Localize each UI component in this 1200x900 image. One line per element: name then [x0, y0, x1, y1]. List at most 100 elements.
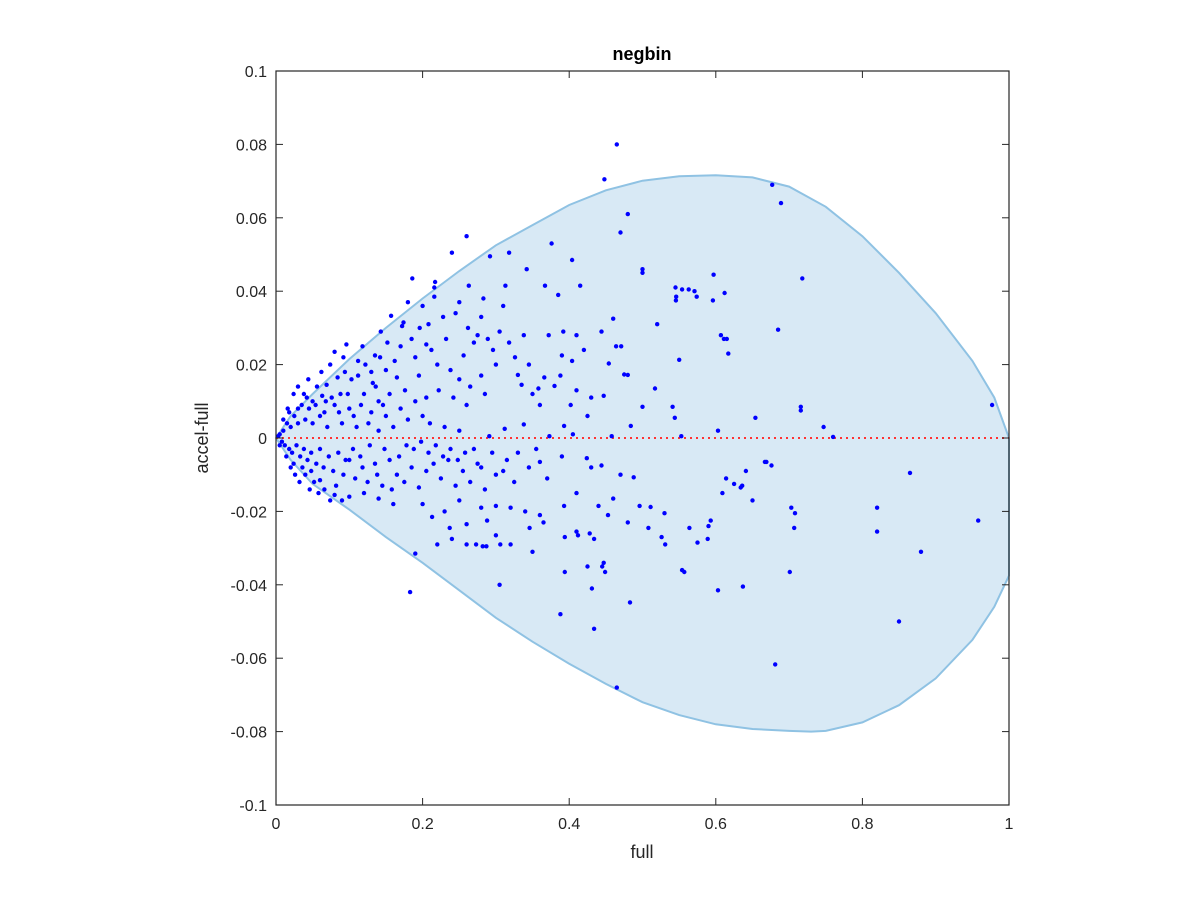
data-point — [482, 487, 488, 492]
data-point — [345, 391, 350, 397]
data-point — [343, 457, 348, 463]
data-point — [559, 454, 565, 459]
data-point — [475, 461, 480, 466]
data-point — [541, 520, 546, 525]
data-point — [457, 498, 462, 503]
data-point — [468, 479, 473, 485]
data-point — [396, 454, 402, 459]
data-point — [328, 498, 333, 503]
data-point — [743, 468, 749, 474]
data-point — [394, 375, 400, 380]
data-point — [284, 421, 290, 426]
data-point — [448, 367, 453, 373]
data-point — [387, 457, 392, 463]
data-point — [376, 496, 381, 501]
data-point — [724, 336, 729, 342]
data-point — [465, 325, 471, 331]
data-point — [309, 468, 314, 474]
data-point — [556, 292, 561, 298]
data-point — [453, 311, 458, 316]
data-point — [416, 485, 422, 490]
data-point — [339, 498, 345, 503]
data-point — [581, 347, 587, 353]
data-point — [378, 329, 383, 334]
data-point — [355, 358, 361, 364]
data-point — [355, 373, 361, 378]
data-point — [473, 542, 479, 547]
data-point — [677, 357, 682, 362]
data-point — [574, 333, 579, 338]
data-point — [484, 518, 490, 523]
data-point — [655, 322, 660, 327]
data-point — [907, 470, 913, 476]
data-point — [740, 483, 745, 488]
data-point — [426, 450, 431, 455]
data-point — [347, 406, 352, 411]
data-point — [498, 542, 503, 547]
data-point — [575, 533, 581, 538]
data-point — [484, 544, 489, 549]
data-point — [447, 525, 452, 531]
data-point — [410, 276, 415, 281]
data-point — [420, 413, 425, 419]
data-point — [501, 303, 506, 309]
data-point — [322, 487, 327, 492]
data-point — [562, 569, 567, 575]
data-point — [377, 355, 383, 360]
data-point — [640, 270, 645, 275]
data-point — [568, 402, 573, 408]
data-point — [627, 600, 633, 605]
data-point — [723, 476, 729, 481]
data-point — [339, 421, 345, 426]
data-point — [277, 443, 282, 448]
data-point — [722, 290, 727, 296]
data-point — [493, 362, 499, 367]
data-point — [552, 383, 557, 389]
data-point — [297, 479, 302, 485]
x-tick-label: 0.8 — [851, 816, 873, 833]
y-tick-label: 0 — [258, 431, 267, 448]
data-point — [392, 358, 397, 364]
data-point — [569, 358, 575, 364]
data-point — [490, 347, 496, 353]
data-point — [504, 457, 510, 463]
data-point — [710, 298, 716, 303]
data-point — [399, 323, 405, 329]
data-point — [333, 483, 339, 488]
data-point — [613, 344, 619, 349]
data-point — [432, 279, 438, 285]
data-point — [750, 498, 755, 503]
data-point — [512, 479, 517, 485]
data-point — [611, 496, 616, 501]
data-point — [382, 446, 387, 452]
data-point — [314, 461, 319, 466]
data-point — [295, 384, 301, 389]
data-point — [319, 369, 324, 375]
data-point — [328, 362, 333, 367]
data-point — [385, 340, 390, 345]
data-point — [432, 285, 437, 290]
data-point — [692, 289, 697, 294]
data-point — [561, 423, 567, 429]
data-point — [391, 424, 396, 430]
data-point — [389, 487, 394, 492]
data-point — [792, 511, 798, 516]
data-point — [622, 372, 627, 377]
data-point — [561, 503, 567, 509]
data-point — [506, 340, 512, 345]
data-point — [715, 428, 721, 433]
data-point — [706, 523, 711, 529]
data-point — [306, 377, 311, 382]
data-point — [479, 465, 484, 470]
data-point — [584, 456, 589, 461]
data-point — [792, 525, 797, 531]
data-point — [479, 373, 484, 378]
data-point — [679, 287, 685, 292]
data-point — [360, 344, 365, 349]
y-tick-label: -0.02 — [231, 504, 268, 521]
data-point — [521, 333, 526, 338]
data-point — [662, 511, 667, 516]
data-point — [694, 294, 699, 299]
y-tick-label: -0.06 — [231, 651, 268, 668]
data-point — [443, 336, 449, 342]
